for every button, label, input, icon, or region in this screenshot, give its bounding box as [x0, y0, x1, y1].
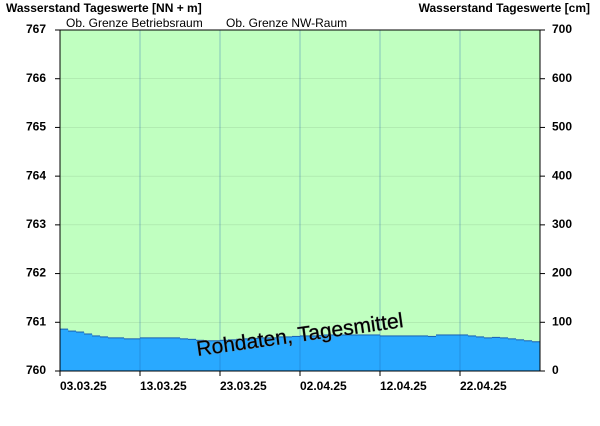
- area-step: [84, 333, 93, 371]
- area-step: [196, 340, 205, 371]
- area-step: [516, 339, 525, 371]
- y2-tick-label: 600: [552, 71, 572, 85]
- area-step: [340, 334, 349, 371]
- x-tick-label: 02.04.25: [300, 379, 347, 393]
- area-step: [404, 335, 413, 371]
- area-step: [252, 338, 261, 371]
- x-tick-label: 03.03.25: [60, 379, 107, 393]
- y2-tick-label: 200: [552, 266, 572, 280]
- y2-tick-label: 100: [552, 314, 572, 328]
- area-step: [188, 339, 197, 371]
- area-step: [116, 337, 125, 371]
- x-tick-label: 23.03.25: [220, 379, 267, 393]
- x-tick-label: 12.04.25: [380, 379, 427, 393]
- y-axis-title: Wasserstand Tageswerte [NN + m]: [6, 1, 202, 15]
- area-step: [308, 335, 317, 371]
- area-step: [348, 334, 357, 371]
- legend-label: Ob. Grenze NW-Raum: [226, 16, 347, 30]
- area-step: [108, 337, 117, 371]
- area-step: [484, 337, 493, 371]
- y-tick-label: 766: [26, 71, 46, 85]
- area-step: [268, 337, 277, 371]
- area-step: [60, 329, 69, 371]
- area-step: [428, 336, 437, 371]
- area-step: [68, 331, 77, 371]
- area-step: [452, 334, 461, 371]
- area-step: [380, 335, 389, 371]
- area-step: [180, 338, 189, 371]
- y-tick-label: 764: [26, 168, 46, 182]
- area-step: [236, 339, 245, 371]
- y-tick-label: 762: [26, 266, 46, 280]
- area-step: [148, 337, 157, 371]
- area-step: [220, 340, 229, 371]
- y-tick-label: 760: [26, 363, 46, 377]
- area-step: [476, 336, 485, 371]
- area-step: [500, 337, 509, 371]
- area-step: [260, 337, 269, 371]
- area-step: [324, 334, 333, 371]
- area-step: [508, 338, 517, 371]
- area-step: [124, 338, 133, 371]
- area-step: [172, 337, 181, 371]
- area-step: [132, 338, 141, 371]
- area-step: [164, 337, 173, 371]
- area-step: [468, 335, 477, 371]
- area-step: [276, 336, 285, 371]
- area-step: [292, 336, 301, 371]
- area-step: [532, 341, 541, 371]
- area-step: [444, 334, 453, 371]
- area-step: [316, 335, 325, 371]
- area-step: [92, 335, 101, 371]
- area-step: [140, 337, 149, 371]
- y2-tick-label: 0: [552, 363, 559, 377]
- area-step: [460, 334, 469, 371]
- plot-frame: [59, 29, 541, 372]
- area-step: [204, 340, 213, 371]
- y-tick-label: 763: [26, 217, 46, 231]
- y-tick-label: 761: [26, 314, 46, 328]
- area-step: [228, 339, 237, 371]
- area-step: [300, 335, 309, 371]
- area-step: [396, 335, 405, 371]
- y2-tick-label: 500: [552, 120, 572, 134]
- y-tick-label: 767: [26, 22, 46, 36]
- legend-label: Ob. Grenze Betriebsraum: [66, 16, 203, 30]
- area-step: [332, 334, 341, 371]
- y2-tick-label: 400: [552, 168, 572, 182]
- area-step: [212, 340, 221, 371]
- area-step: [284, 336, 293, 371]
- area-step: [492, 337, 501, 371]
- x-tick-label: 13.03.25: [140, 379, 187, 393]
- area-step: [244, 338, 253, 371]
- area-step: [156, 337, 165, 371]
- area-step: [364, 334, 373, 371]
- y-tick-label: 765: [26, 120, 46, 134]
- area-step: [100, 336, 109, 371]
- x-tick-label: 22.04.25: [460, 379, 507, 393]
- area-step: [436, 334, 445, 371]
- y2-axis-title: Wasserstand Tageswerte [cm]: [419, 1, 590, 15]
- area-step: [388, 335, 397, 371]
- y2-tick-label: 300: [552, 217, 572, 231]
- area-step: [412, 335, 421, 371]
- y2-tick-label: 700: [552, 22, 572, 36]
- area-step: [524, 340, 533, 371]
- area-step: [372, 334, 381, 371]
- area-step: [420, 335, 429, 371]
- area-step: [356, 334, 365, 371]
- area-step: [76, 332, 85, 371]
